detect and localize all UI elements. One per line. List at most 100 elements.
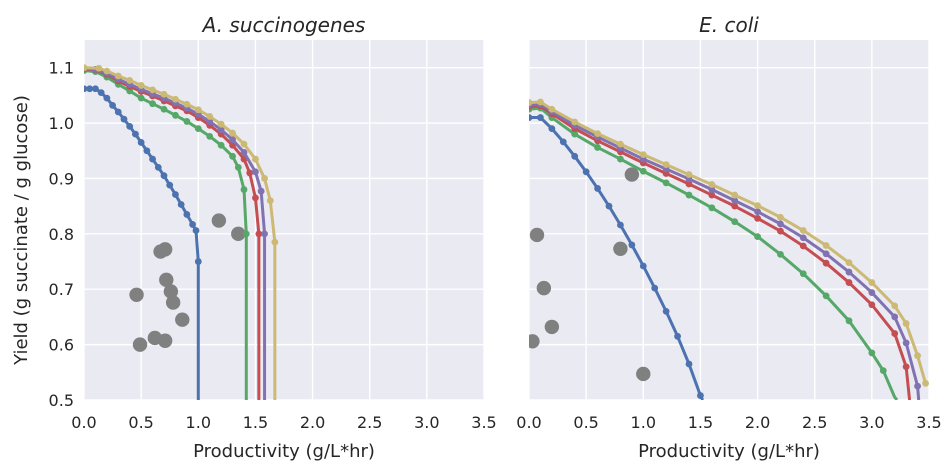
series-marker (132, 130, 139, 138)
series-marker (206, 113, 214, 120)
series-marker (252, 194, 259, 202)
series-marker (799, 242, 807, 250)
scatter-point (231, 226, 246, 242)
series-marker (914, 382, 921, 390)
series-marker (902, 363, 910, 371)
series-marker (229, 129, 236, 137)
panel-0: 0.0 0.5 1.0 1.5 2.0 2.5 3.0 3.5 0.5 0.6 0.7 0.8 0.9 1… (49, 13, 497, 462)
series-marker (103, 94, 111, 102)
series-marker (261, 175, 268, 182)
panel-title: E. coli (699, 13, 759, 37)
series-marker (149, 86, 156, 94)
series-marker (731, 202, 739, 210)
series-marker (183, 100, 191, 108)
y-axis-label: Yield (g succinate / g glucose) (11, 95, 32, 366)
scatter-point (159, 272, 174, 288)
series-marker (114, 72, 122, 80)
series-marker (902, 320, 910, 327)
series-marker (868, 279, 876, 286)
series-marker (731, 191, 739, 199)
series-marker (537, 98, 544, 106)
y-tick-label: 1.1 (49, 59, 74, 78)
series-marker (143, 147, 151, 155)
x-axis-label: Productivity (g/L*hr) (638, 441, 820, 462)
plot-background (529, 40, 929, 400)
series-marker (594, 185, 601, 192)
series-marker (662, 307, 670, 315)
series-marker (594, 130, 601, 138)
series-marker (84, 64, 88, 72)
scatter-point (175, 312, 190, 327)
plot-area (529, 98, 929, 400)
series-marker (92, 85, 99, 93)
series-marker (868, 301, 876, 309)
series-marker (109, 101, 116, 109)
series-marker (84, 85, 88, 93)
scatter-point (132, 337, 148, 352)
scatter-point (157, 333, 173, 348)
x-tick-label: 1.0 (186, 413, 211, 432)
series-marker (708, 186, 716, 193)
scatter-point (544, 319, 560, 335)
series-marker (651, 284, 659, 292)
x-tick-label: 3.0 (414, 413, 439, 432)
series-marker (708, 204, 716, 212)
series-marker (754, 214, 761, 222)
series-marker (160, 105, 168, 113)
series-marker (257, 187, 265, 195)
scatter-point (529, 334, 540, 349)
x-tick-label: 1.5 (243, 413, 268, 432)
series-marker (674, 332, 681, 340)
series-marker (571, 118, 579, 126)
series-marker (697, 392, 704, 399)
x-tick-label: 1.5 (688, 413, 713, 432)
series-marker (229, 152, 236, 160)
series-marker (845, 259, 853, 267)
y-tick-label: 0.8 (49, 225, 74, 244)
series-marker (731, 197, 739, 205)
series-marker (206, 132, 214, 140)
series-marker (126, 77, 134, 84)
x-axis-label: Productivity (g/L*hr) (193, 441, 375, 462)
series-line-1 (529, 106, 899, 400)
series-marker (617, 155, 624, 163)
series-marker (160, 172, 168, 180)
x-tick-label: 0.5 (573, 413, 598, 432)
series-marker (234, 163, 242, 171)
series-marker (137, 82, 145, 89)
series-marker (685, 191, 693, 199)
scatter-point (129, 287, 144, 302)
series-marker (217, 141, 225, 149)
series-marker (271, 238, 279, 246)
series-marker (252, 155, 259, 163)
series-marker (868, 289, 876, 296)
x-tick-label: 2.0 (745, 413, 770, 432)
series-marker (172, 191, 179, 198)
series-marker (120, 115, 128, 123)
series-marker (708, 191, 716, 199)
series-marker (822, 250, 830, 258)
y-tick-label: 1.0 (49, 114, 74, 133)
series-marker (217, 120, 225, 128)
series-line-2 (529, 104, 912, 400)
x-tick-label: 3.5 (471, 413, 496, 432)
y-tick-label: 0.7 (49, 280, 74, 299)
scatter-point (165, 295, 181, 310)
series-marker (845, 268, 853, 276)
series-marker (172, 95, 179, 103)
series-marker (229, 136, 236, 144)
series-marker (240, 140, 248, 148)
series-marker (529, 99, 533, 106)
plot-area (84, 64, 279, 400)
series-marker (639, 262, 647, 270)
series-marker (194, 258, 202, 265)
series-marker (685, 180, 693, 188)
series-marker (777, 213, 784, 221)
scatter-point (529, 227, 545, 243)
series-marker (192, 227, 200, 234)
series-marker (868, 349, 876, 357)
y-tick-label: 0.5 (49, 391, 74, 410)
series-marker (799, 270, 807, 278)
series-marker (914, 352, 921, 360)
series-marker (902, 339, 910, 347)
